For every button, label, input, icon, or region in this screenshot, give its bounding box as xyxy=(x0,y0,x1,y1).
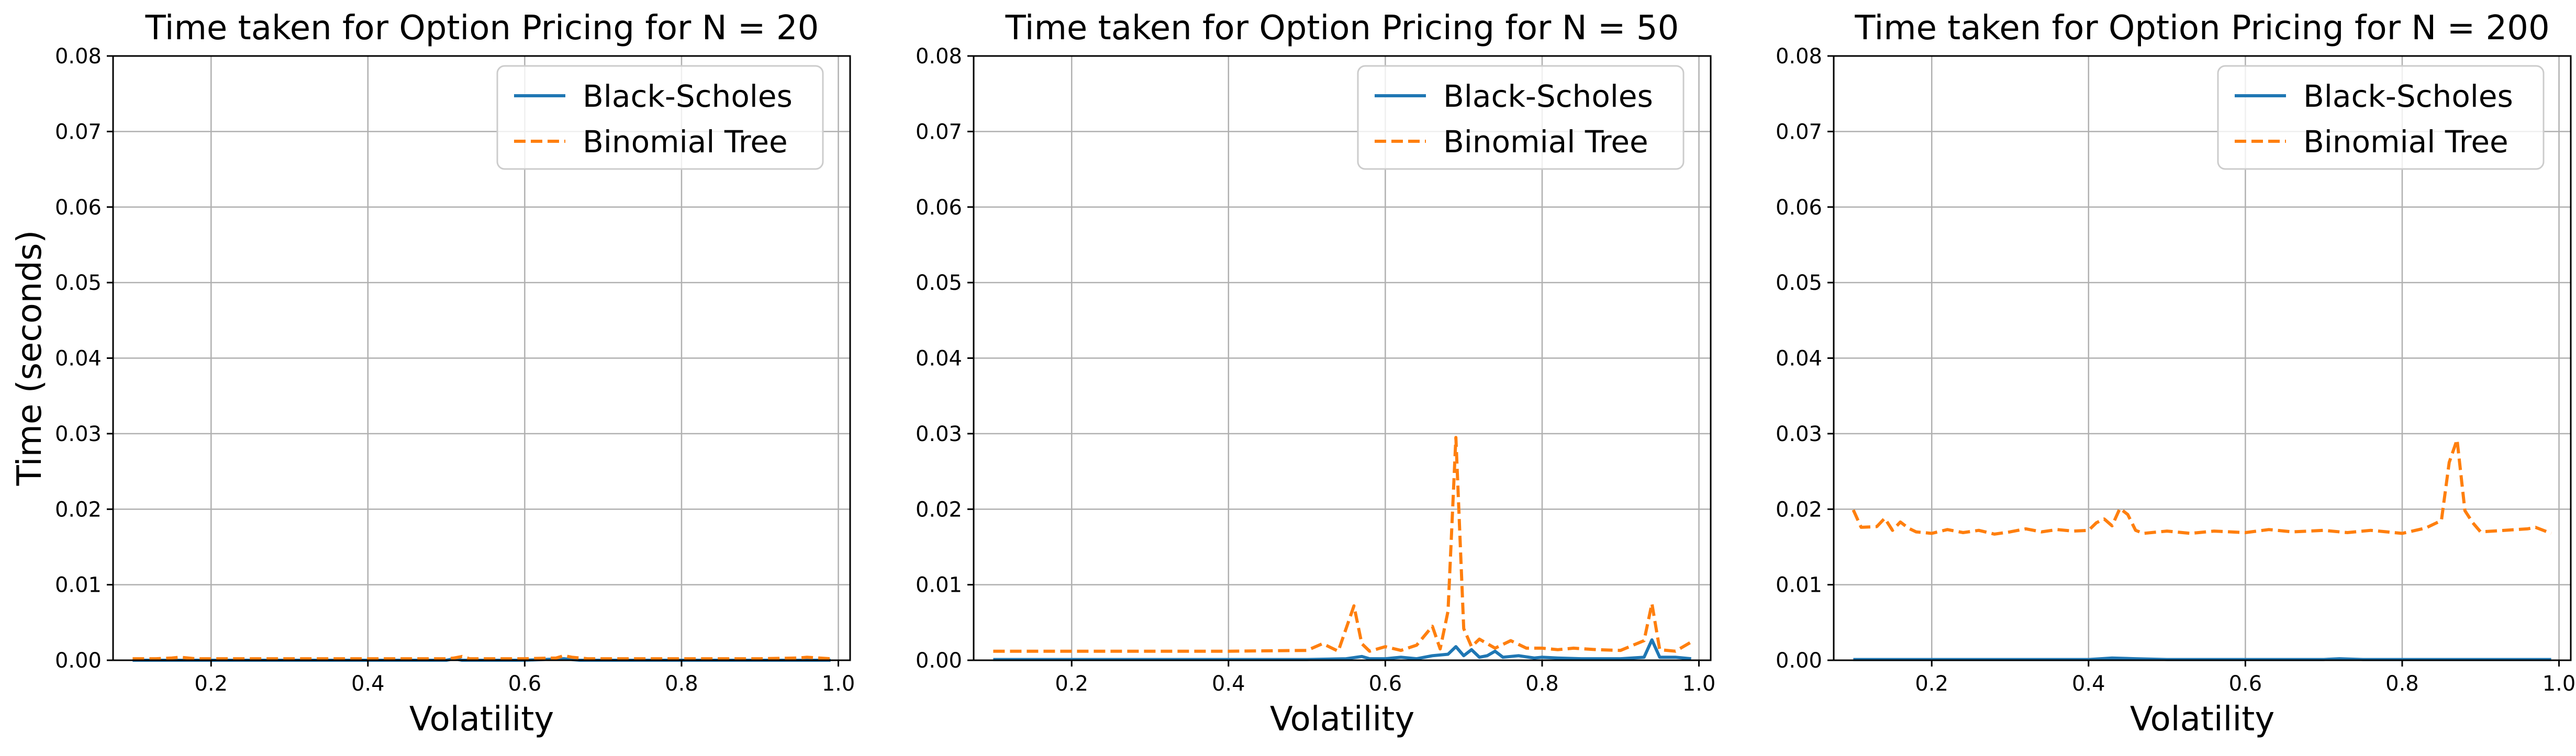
x-tick-label: 0.4 xyxy=(1212,672,1245,696)
y-tick-label: 0.00 xyxy=(1776,649,1822,673)
chart-panel-n200: Time taken for Option Pricing for N = 20… xyxy=(1776,9,2575,739)
x-tick-label: 0.8 xyxy=(1525,672,1559,696)
y-tick-label: 0.07 xyxy=(916,120,962,144)
x-tick-label: 0.6 xyxy=(1369,672,1402,696)
series-line-binomial-tree xyxy=(993,436,1692,653)
legend: Black-Scholes Binomial Tree xyxy=(1357,65,1685,170)
y-ticks: 0.00 0.01 0.02 0.03 0.04 0.05 0.06 0.07 0.08 xyxy=(55,44,113,673)
y-tick-label: 0.00 xyxy=(916,649,962,673)
legend-box xyxy=(2217,65,2545,170)
x-axis-label: Volatility xyxy=(1270,700,1414,739)
chart-title: Time taken for Option Pricing for N = 50 xyxy=(1005,9,1679,48)
x-tick-label: 0.4 xyxy=(2072,672,2105,696)
chart-title: Time taken for Option Pricing for N = 20… xyxy=(1854,9,2549,48)
legend: Black-Scholes Binomial Tree xyxy=(496,65,824,170)
y-tick-label: 0.01 xyxy=(916,573,962,597)
series-line-binomial-tree xyxy=(132,654,831,661)
y-tick-label: 0.01 xyxy=(55,573,102,597)
x-tick-label: 0.4 xyxy=(351,672,385,696)
series-lines xyxy=(993,436,1692,661)
x-tick-label: 1.0 xyxy=(2542,672,2576,696)
x-axis-label: Volatility xyxy=(409,700,554,739)
x-tick-label: 0.2 xyxy=(1915,672,1948,696)
chart-panel-n50: Time taken for Option Pricing for N = 50… xyxy=(916,9,1715,739)
legend-box xyxy=(496,65,824,170)
y-tick-label: 0.05 xyxy=(1776,271,1822,295)
y-tick-label: 0.06 xyxy=(55,196,102,220)
x-axis-label: Volatility xyxy=(2130,700,2274,739)
x-tick-label: 0.8 xyxy=(665,672,698,696)
legend-label-black-scholes: Black-Scholes xyxy=(583,78,793,114)
y-tick-label: 0.06 xyxy=(1776,196,1822,220)
y-ticks: 0.00 0.01 0.02 0.03 0.04 0.05 0.06 0.07 0.08 xyxy=(1776,44,1834,673)
legend-box xyxy=(1357,65,1685,170)
series-lines xyxy=(1852,438,2552,661)
y-tick-label: 0.08 xyxy=(55,44,102,69)
y-tick-label: 0.07 xyxy=(1776,120,1822,144)
y-tick-label: 0.03 xyxy=(1776,422,1822,446)
y-tick-label: 0.02 xyxy=(1776,498,1822,522)
legend: Black-Scholes Binomial Tree xyxy=(2217,65,2545,170)
x-ticks: 0.2 0.4 0.6 0.8 1.0 xyxy=(194,660,855,696)
y-tick-label: 0.00 xyxy=(55,649,102,673)
legend-label-binomial-tree: Binomial Tree xyxy=(1443,124,1648,160)
y-ticks: 0.00 0.01 0.02 0.03 0.04 0.05 0.06 0.07 0.08 xyxy=(916,44,974,673)
y-tick-label: 0.06 xyxy=(916,196,962,220)
y-tick-label: 0.07 xyxy=(55,120,102,144)
legend-label-black-scholes: Black-Scholes xyxy=(1443,78,1653,114)
series-line-black-scholes xyxy=(993,638,1691,661)
y-tick-label: 0.01 xyxy=(1776,573,1822,597)
series-line-binomial-tree xyxy=(1852,438,2552,536)
legend-label-binomial-tree: Binomial Tree xyxy=(2303,124,2508,160)
x-ticks: 0.2 0.4 0.6 0.8 1.0 xyxy=(1915,660,2575,696)
x-tick-label: 1.0 xyxy=(1682,672,1716,696)
x-tick-label: 0.2 xyxy=(1055,672,1088,696)
y-tick-label: 0.03 xyxy=(55,422,102,446)
y-tick-label: 0.03 xyxy=(916,422,962,446)
y-tick-label: 0.04 xyxy=(916,347,962,371)
y-axis-label: Time (seconds) xyxy=(10,230,49,487)
x-ticks: 0.2 0.4 0.6 0.8 1.0 xyxy=(1055,660,1715,696)
y-tick-label: 0.08 xyxy=(916,44,962,69)
x-tick-label: 0.2 xyxy=(194,672,228,696)
x-tick-label: 0.6 xyxy=(508,672,542,696)
y-tick-label: 0.04 xyxy=(1776,347,1822,371)
chart-panel-n20: Time taken for Option Pricing for N = 20… xyxy=(10,9,855,739)
x-tick-label: 0.6 xyxy=(2229,672,2262,696)
x-tick-label: 1.0 xyxy=(822,672,855,696)
chart-title: Time taken for Option Pricing for N = 20 xyxy=(145,9,819,48)
legend-label-binomial-tree: Binomial Tree xyxy=(583,124,788,160)
y-tick-label: 0.05 xyxy=(55,271,102,295)
y-tick-label: 0.08 xyxy=(1776,44,1822,69)
x-tick-label: 0.8 xyxy=(2385,672,2419,696)
y-tick-label: 0.05 xyxy=(916,271,962,295)
y-tick-label: 0.02 xyxy=(916,498,962,522)
y-tick-label: 0.04 xyxy=(55,347,102,371)
series-line-black-scholes xyxy=(1853,656,2551,661)
y-tick-label: 0.02 xyxy=(55,498,102,522)
legend-label-black-scholes: Black-Scholes xyxy=(2303,78,2513,114)
